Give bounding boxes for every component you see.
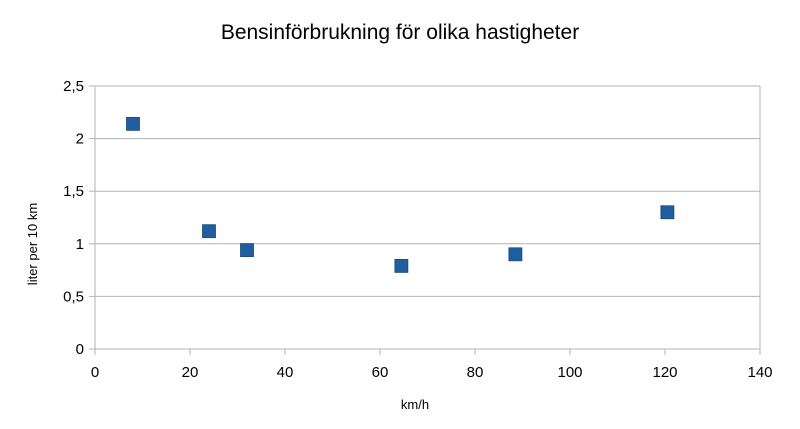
x-tick-labels: 0 20 40 60 80 100 120 140: [91, 364, 773, 381]
data-point: [202, 224, 216, 239]
x-tick-label: 40: [277, 364, 294, 381]
y-tick-label: 1: [76, 236, 84, 253]
y-tick-label: 1,5: [63, 183, 84, 200]
x-tick-label: 0: [91, 364, 99, 381]
x-tick-label: 20: [182, 364, 199, 381]
data-point: [508, 247, 523, 262]
y-tick-label: 2,5: [63, 78, 84, 95]
y-axis-label: liter per 10 km: [25, 203, 40, 285]
data-points: [126, 116, 675, 273]
chart-title: Bensinförbrukning för olika hastigheter: [221, 21, 579, 44]
data-point: [240, 243, 254, 258]
y-tick-label: 2: [76, 131, 84, 148]
x-tick-label: 120: [652, 364, 677, 381]
y-tick-label: 0: [76, 341, 84, 358]
data-point: [394, 258, 409, 273]
x-tick-label: 60: [372, 364, 389, 381]
data-point: [126, 116, 140, 131]
gridlines: [89, 85, 761, 355]
x-tick-label: 100: [557, 364, 582, 381]
x-axis-label: km/h: [401, 397, 429, 412]
x-tick-label: 140: [747, 364, 772, 381]
y-tick-label: 0,5: [63, 288, 84, 305]
x-tick-label: 80: [467, 364, 484, 381]
data-point: [660, 205, 675, 220]
y-tick-labels: 0 0,5 1 1,5 2 2,5: [63, 78, 84, 358]
